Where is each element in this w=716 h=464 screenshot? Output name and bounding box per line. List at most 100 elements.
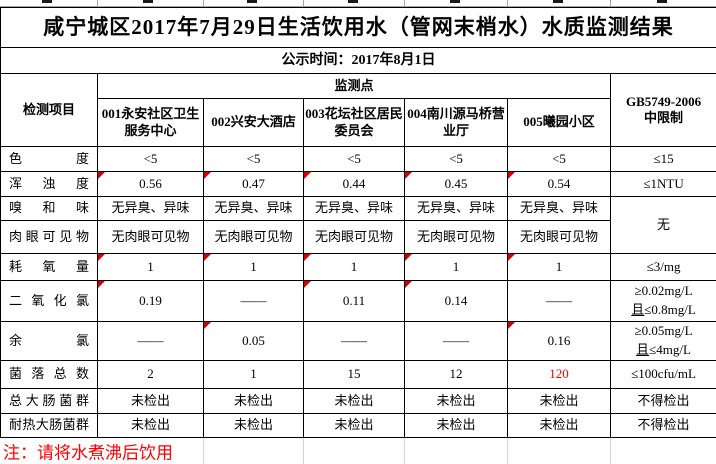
value-cell: <5 bbox=[304, 147, 405, 172]
value-cell: —— bbox=[405, 322, 508, 361]
value-cell: 1 bbox=[204, 254, 304, 281]
gridline bbox=[97, 0, 98, 6]
row-label: 菌落总数 bbox=[1, 360, 98, 388]
value-cell: 未检出 bbox=[508, 388, 611, 413]
table-row: 总大肠菌群未检出未检出未检出未检出未检出不得检出 bbox=[1, 388, 716, 413]
gridline bbox=[404, 0, 405, 6]
value-cell: —— bbox=[304, 322, 405, 361]
corner-header: 检测项目 bbox=[1, 74, 98, 147]
value-cell: 无异臭、异味 bbox=[304, 197, 405, 221]
clipped-text-fragment bbox=[553, 0, 563, 3]
report-title: 咸宁城区2017年7月29日生活饮用水（管网末梢水）水质监测结果 bbox=[1, 8, 716, 48]
row-label: 浑浊度 bbox=[1, 172, 98, 197]
value-cell: 无肉眼可见物 bbox=[508, 221, 611, 254]
value-cell: <5 bbox=[98, 147, 204, 172]
value-cell: 无异臭、异味 bbox=[98, 197, 204, 221]
comment-indicator-icon bbox=[508, 254, 515, 261]
limit-header-line2: 中限制 bbox=[611, 110, 716, 126]
table-row: 耐热大肠菌群未检出未检出未检出未检出未检出不得检出 bbox=[1, 413, 716, 437]
gridline bbox=[203, 438, 204, 464]
site-header-002: 002兴安大酒店 bbox=[204, 99, 304, 147]
value-cell: 无异臭、异味 bbox=[405, 197, 508, 221]
value-cell: 0.56 bbox=[98, 172, 204, 197]
value-cell: 0.47 bbox=[204, 172, 304, 197]
value-cell: 0.44 bbox=[304, 172, 405, 197]
site-header-004: 004南川源马桥营业厅 bbox=[405, 99, 508, 147]
clipped-text-fragment bbox=[348, 0, 358, 3]
boil-water-note: 注：请将水煮沸后饮用 bbox=[3, 438, 173, 463]
value-cell: 1 bbox=[405, 254, 508, 281]
comment-indicator-icon bbox=[204, 322, 211, 329]
comment-indicator-icon bbox=[304, 172, 311, 179]
gridline bbox=[507, 438, 508, 464]
value-cell: 120 bbox=[508, 360, 611, 388]
site-header-001: 001永安社区卫生服务中心 bbox=[98, 99, 204, 147]
value-cell: 无肉眼可见物 bbox=[304, 221, 405, 254]
value-cell: 未检出 bbox=[405, 388, 508, 413]
site-header-005: 005曦园小区 bbox=[508, 99, 611, 147]
value-cell: <5 bbox=[405, 147, 508, 172]
clipped-text-fragment bbox=[143, 0, 153, 3]
gridline bbox=[203, 0, 204, 6]
value-cell: 0.16 bbox=[508, 322, 611, 361]
value-cell: 无异臭、异味 bbox=[204, 197, 304, 221]
value-cell: 1 bbox=[304, 254, 405, 281]
value-cell: —— bbox=[508, 281, 611, 322]
value-cell: 无肉眼可见物 bbox=[204, 221, 304, 254]
comment-indicator-icon bbox=[98, 281, 105, 288]
value-cell: —— bbox=[98, 322, 204, 361]
value-cell: 无肉眼可见物 bbox=[405, 221, 508, 254]
comment-indicator-icon bbox=[98, 172, 105, 179]
limit-cell: 不得检出 bbox=[611, 388, 716, 413]
value-cell: 0.54 bbox=[508, 172, 611, 197]
footer-note-row: 注：请将水煮沸后饮用 bbox=[0, 438, 716, 464]
comment-indicator-icon bbox=[98, 254, 105, 261]
comment-indicator-icon bbox=[405, 281, 412, 288]
value-cell: —— bbox=[204, 281, 304, 322]
gridline bbox=[610, 438, 611, 464]
limit-cell: ≤3/mg bbox=[611, 254, 716, 281]
limit-column-header: GB5749-2006 中限制 bbox=[611, 74, 716, 147]
gridline bbox=[303, 0, 304, 6]
value-cell: 0.45 bbox=[405, 172, 508, 197]
value-cell: 未检出 bbox=[304, 413, 405, 437]
row-label: 耐热大肠菌群 bbox=[1, 413, 98, 437]
clipped-text-fragment bbox=[657, 0, 667, 3]
water-quality-table: 咸宁城区2017年7月29日生活饮用水（管网末梢水）水质监测结果 公示时间：20… bbox=[0, 7, 716, 438]
value-cell: 无肉眼可见物 bbox=[98, 221, 204, 254]
comment-indicator-icon bbox=[204, 254, 211, 261]
value-cell: <5 bbox=[204, 147, 304, 172]
row-label: 肉眼可见物 bbox=[1, 221, 98, 254]
value-cell: 1 bbox=[204, 360, 304, 388]
value-cell: <5 bbox=[508, 147, 611, 172]
gridline bbox=[507, 0, 508, 6]
value-cell: 未检出 bbox=[98, 413, 204, 437]
value-cell: 未检出 bbox=[204, 388, 304, 413]
row-label: 色度 bbox=[1, 147, 98, 172]
value-cell: 2 bbox=[98, 360, 204, 388]
gridline bbox=[303, 438, 304, 464]
comment-indicator-icon bbox=[508, 322, 515, 329]
comment-indicator-icon bbox=[304, 254, 311, 261]
limit-cell: ≤100cfu/mL bbox=[611, 360, 716, 388]
value-cell: 0.14 bbox=[405, 281, 508, 322]
value-cell: 未检出 bbox=[508, 413, 611, 437]
clipped-text-fragment bbox=[247, 0, 257, 3]
value-cell: 12 bbox=[405, 360, 508, 388]
gridline bbox=[610, 0, 611, 6]
clipped-spreadsheet-row bbox=[0, 0, 716, 7]
value-cell: 0.05 bbox=[204, 322, 304, 361]
value-cell: 15 bbox=[304, 360, 405, 388]
value-cell: 0.11 bbox=[304, 281, 405, 322]
value-cell: 1 bbox=[98, 254, 204, 281]
value-cell: 未检出 bbox=[98, 388, 204, 413]
value-cell: 未检出 bbox=[204, 413, 304, 437]
comment-indicator-icon bbox=[204, 172, 211, 179]
row-label: 总大肠菌群 bbox=[1, 388, 98, 413]
value-cell: 无异臭、异味 bbox=[508, 197, 611, 221]
table-row: 嗅和味无异臭、异味无异臭、异味无异臭、异味无异臭、异味无异臭、异味无 bbox=[1, 197, 716, 221]
comment-indicator-icon bbox=[405, 172, 412, 179]
